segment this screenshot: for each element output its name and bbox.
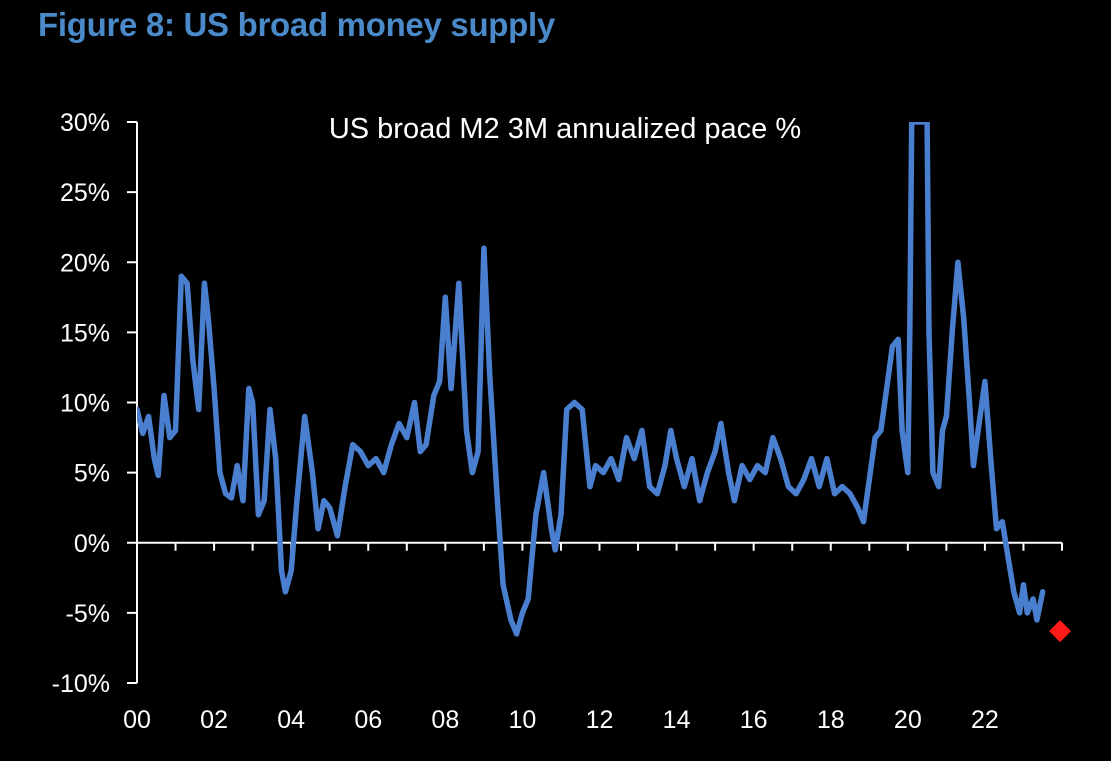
y-tick-label: 30% — [60, 109, 110, 137]
y-tick-label: 5% — [74, 460, 110, 488]
figure-title: Figure 8: US broad money supply — [38, 6, 555, 43]
x-tick-label: 12 — [586, 706, 614, 734]
x-tick-label: 06 — [354, 706, 382, 734]
y-tick-label: 20% — [60, 249, 110, 277]
x-tick-label: 04 — [277, 706, 305, 734]
y-tick-label: 10% — [60, 390, 110, 418]
x-tick-label: 14 — [663, 706, 691, 734]
y-tick-label: -10% — [52, 670, 110, 698]
x-tick-label: 08 — [431, 706, 459, 734]
y-tick-label: -5% — [66, 600, 110, 628]
x-tick-label: 02 — [200, 706, 228, 734]
x-tick-label: 10 — [509, 706, 537, 734]
x-tick-label: 20 — [894, 706, 922, 734]
forecast-diamond-marker — [1049, 620, 1072, 643]
x-tick-label: 18 — [817, 706, 845, 734]
y-tick-label: 25% — [60, 179, 110, 207]
series-title: US broad M2 3M annualized pace % — [329, 113, 801, 145]
y-tick-label: 0% — [74, 530, 110, 558]
x-tick-label: 00 — [123, 706, 151, 734]
series-line-m2 — [137, 122, 1046, 637]
y-tick-label: 15% — [60, 319, 110, 347]
x-tick-label: 16 — [740, 706, 768, 734]
x-tick-label: 22 — [971, 706, 999, 734]
